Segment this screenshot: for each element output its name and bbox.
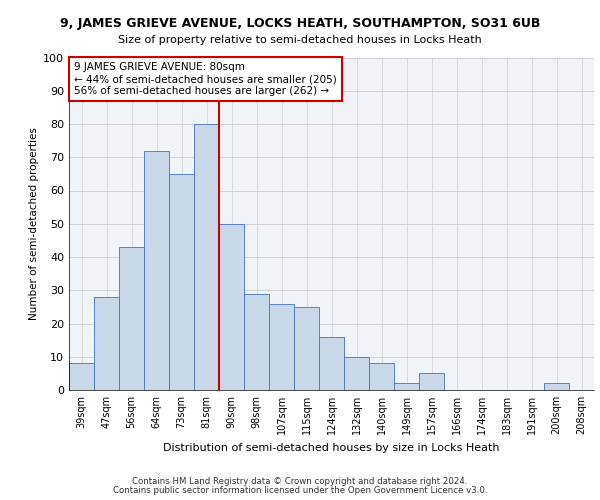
Bar	[94, 297, 119, 390]
Text: Contains HM Land Registry data © Crown copyright and database right 2024.: Contains HM Land Registry data © Crown c…	[132, 477, 468, 486]
Bar	[344, 357, 369, 390]
Bar	[269, 304, 294, 390]
Y-axis label: Number of semi-detached properties: Number of semi-detached properties	[29, 128, 39, 320]
Bar	[219, 224, 244, 390]
Bar	[169, 174, 194, 390]
Bar	[69, 364, 94, 390]
Bar	[394, 384, 419, 390]
Bar	[319, 337, 344, 390]
Bar	[194, 124, 219, 390]
Bar	[244, 294, 269, 390]
Bar	[144, 150, 169, 390]
Bar	[119, 247, 144, 390]
X-axis label: Distribution of semi-detached houses by size in Locks Heath: Distribution of semi-detached houses by …	[163, 442, 500, 452]
Bar	[294, 307, 319, 390]
Text: 9, JAMES GRIEVE AVENUE, LOCKS HEATH, SOUTHAMPTON, SO31 6UB: 9, JAMES GRIEVE AVENUE, LOCKS HEATH, SOU…	[60, 18, 540, 30]
Bar	[369, 364, 394, 390]
Text: Size of property relative to semi-detached houses in Locks Heath: Size of property relative to semi-detach…	[118, 35, 482, 45]
Text: 9 JAMES GRIEVE AVENUE: 80sqm
← 44% of semi-detached houses are smaller (205)
56%: 9 JAMES GRIEVE AVENUE: 80sqm ← 44% of se…	[74, 62, 337, 96]
Bar	[419, 374, 444, 390]
Text: Contains public sector information licensed under the Open Government Licence v3: Contains public sector information licen…	[113, 486, 487, 495]
Bar	[544, 384, 569, 390]
